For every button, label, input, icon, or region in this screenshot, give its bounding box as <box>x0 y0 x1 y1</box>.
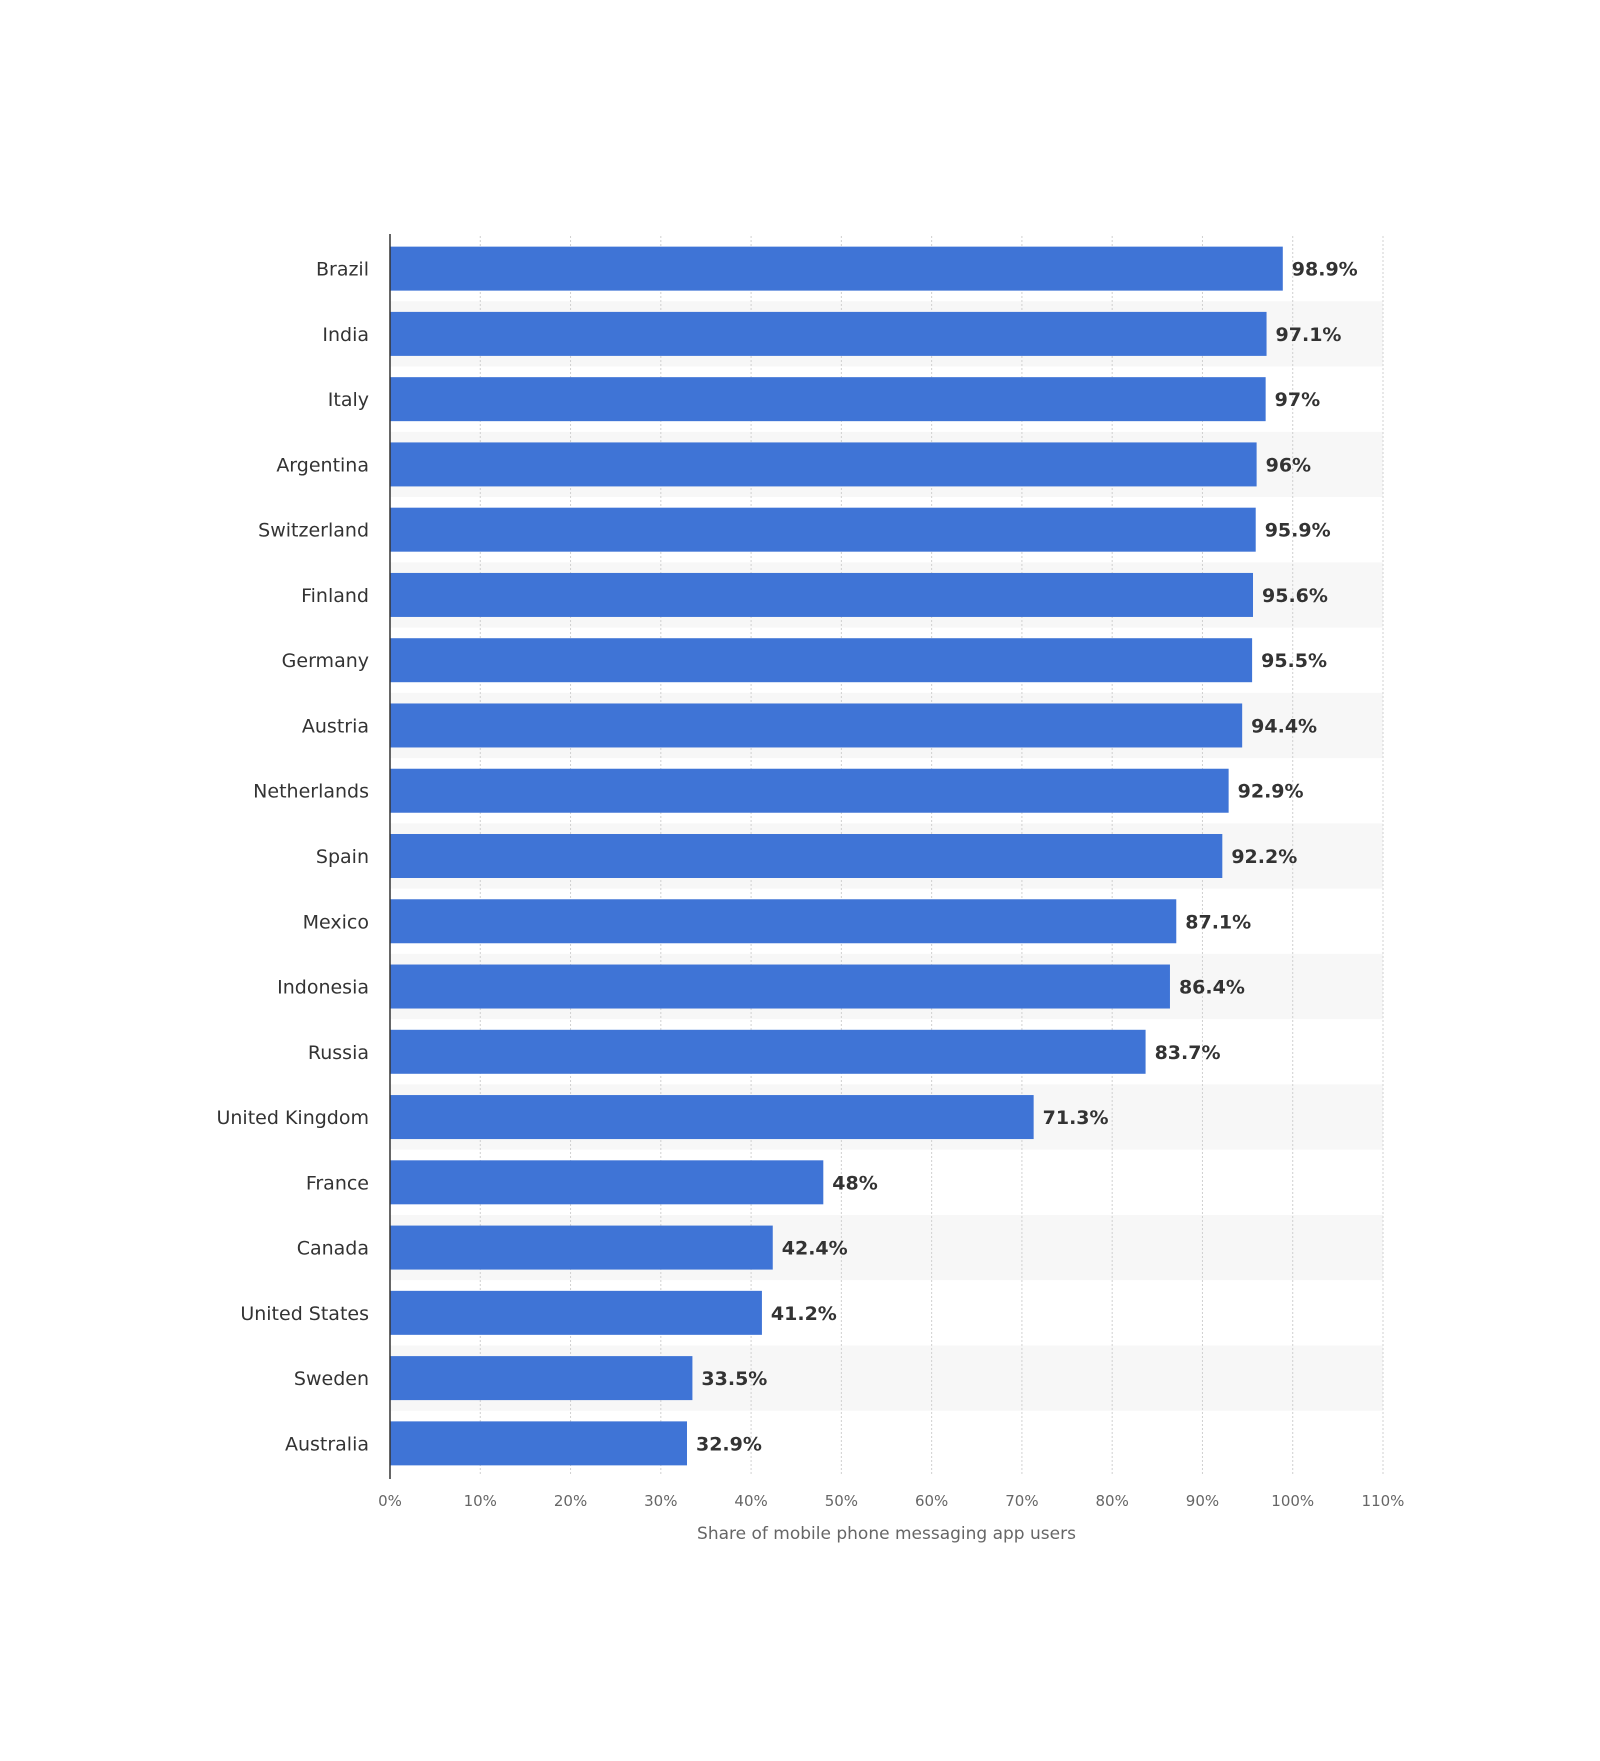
value-label: 87.1% <box>1185 911 1251 933</box>
value-label: 86.4% <box>1179 977 1245 999</box>
x-tick-label: 60% <box>915 1492 948 1510</box>
bar <box>390 1225 773 1270</box>
x-tick-label: 80% <box>1096 1492 1129 1510</box>
bar <box>390 703 1243 748</box>
category-label: Mexico <box>303 911 369 933</box>
x-tick-label: 10% <box>464 1492 497 1510</box>
category-label: Brazil <box>316 259 369 281</box>
x-axis-title: Share of mobile phone messaging app user… <box>697 1524 1076 1544</box>
x-tick-label: 40% <box>734 1492 767 1510</box>
value-label: 92.9% <box>1238 781 1304 803</box>
x-tick-label: 70% <box>1005 1492 1038 1510</box>
value-label: 71.3% <box>1043 1107 1109 1129</box>
bar <box>390 834 1223 878</box>
category-label: Russia <box>308 1042 369 1064</box>
category-label: Canada <box>297 1238 369 1260</box>
x-tick-label: 0% <box>378 1492 402 1510</box>
value-label: 94.4% <box>1251 715 1317 737</box>
value-label: 97.1% <box>1276 324 1342 346</box>
value-label: 48% <box>832 1172 877 1194</box>
bar <box>390 1029 1146 1074</box>
value-label: 41.2% <box>771 1303 837 1325</box>
category-label: Switzerland <box>258 520 369 542</box>
value-label: 32.9% <box>696 1433 762 1455</box>
bar <box>390 246 1283 291</box>
category-label: Sweden <box>294 1368 369 1390</box>
bar <box>390 572 1254 617</box>
bar <box>390 377 1266 422</box>
value-label: 42.4% <box>782 1238 848 1260</box>
value-label: 96% <box>1266 454 1311 476</box>
category-label: India <box>322 324 369 346</box>
bar <box>390 311 1267 356</box>
bar <box>390 964 1170 1009</box>
x-tick-label: 30% <box>644 1492 677 1510</box>
bar <box>390 1160 824 1205</box>
value-label: 97% <box>1275 389 1320 411</box>
category-label: Spain <box>316 846 369 868</box>
bar <box>390 1356 693 1401</box>
category-label: France <box>306 1172 369 1194</box>
category-label: Finland <box>301 585 369 607</box>
x-axis-ticks: 0% 10% 20% 30% 40% 50% 60% 70% 80% 90% 100% 110% <box>378 1492 1404 1510</box>
x-tick-label: 110% <box>1362 1492 1405 1510</box>
category-label: Germany <box>282 650 369 672</box>
value-label: 92.2% <box>1231 846 1297 868</box>
bar <box>390 899 1177 944</box>
category-label: United Kingdom <box>216 1107 369 1129</box>
bar <box>390 768 1229 813</box>
x-tick-label: 20% <box>554 1492 587 1510</box>
category-labels: Brazil India Italy Argentina Switzerland Finl… <box>216 259 369 1456</box>
value-label: 95.5% <box>1261 650 1327 672</box>
bar <box>390 507 1256 552</box>
value-label: 83.7% <box>1155 1042 1221 1064</box>
category-label: Italy <box>328 389 369 411</box>
bar <box>390 638 1253 683</box>
category-label: Argentina <box>276 454 369 476</box>
value-label: 33.5% <box>701 1368 767 1390</box>
category-label: Indonesia <box>277 977 369 999</box>
bar <box>390 442 1257 487</box>
value-labels: 98.9% 97.1% 97% 96% 95.9% 95.6% 95.5% 94.4% 92.9… <box>696 259 1358 1456</box>
x-tick-label: 100% <box>1271 1492 1314 1510</box>
bar <box>390 1095 1034 1140</box>
bars <box>390 246 1283 1466</box>
category-label: Austria <box>302 715 369 737</box>
value-label: 95.9% <box>1265 520 1331 542</box>
bar <box>390 1421 687 1466</box>
value-label: 95.6% <box>1262 585 1328 607</box>
category-label: Australia <box>285 1433 369 1455</box>
category-label: Netherlands <box>253 781 369 803</box>
value-label: 98.9% <box>1292 259 1358 281</box>
bar <box>390 1290 762 1335</box>
category-label: United States <box>240 1303 369 1325</box>
x-tick-label: 50% <box>825 1492 858 1510</box>
x-tick-label: 90% <box>1186 1492 1219 1510</box>
